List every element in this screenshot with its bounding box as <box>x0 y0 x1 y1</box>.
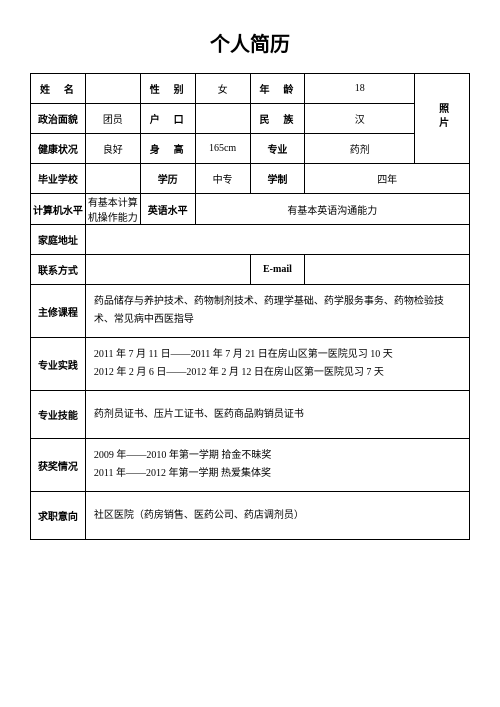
row-awards: 获奖情况 2009 年——2010 年第一学期 拾金不昧奖2011 年——201… <box>31 439 470 492</box>
label-height: 身 高 <box>140 134 195 164</box>
row-address: 家庭地址 <box>31 225 470 255</box>
val-politics: 团员 <box>85 104 140 134</box>
label-computer: 计算机水平 <box>31 194 86 225</box>
val-height: 165cm <box>195 134 250 164</box>
resume-table: 姓 名 性 别 女 年 龄 18 照片 政治面貌 团员 户 口 民 族 汉 健康… <box>30 73 470 540</box>
val-awards: 2009 年——2010 年第一学期 拾金不昧奖2011 年——2012 年第一… <box>85 439 469 492</box>
label-intent: 求职意向 <box>31 492 86 540</box>
val-practice: 2011 年 7 月 11 日——2011 年 7 月 21 日在房山区第一医院… <box>85 338 469 391</box>
label-email: E-mail <box>250 255 305 285</box>
row-skills: 专业技能 药剂员证书、压片工证书、医药商品购销员证书 <box>31 391 470 439</box>
label-skills: 专业技能 <box>31 391 86 439</box>
val-name <box>85 74 140 104</box>
resume-page: 个人简历 姓 名 性 别 女 年 龄 18 照片 政治面貌 团员 户 口 民 族… <box>0 0 500 560</box>
label-age: 年 龄 <box>250 74 305 104</box>
val-address <box>85 225 469 255</box>
label-major: 专业 <box>250 134 305 164</box>
page-title: 个人简历 <box>30 28 470 57</box>
row-basic-2: 政治面貌 团员 户 口 民 族 汉 <box>31 104 470 134</box>
row-contact: 联系方式 E-mail <box>31 255 470 285</box>
label-address: 家庭地址 <box>31 225 86 255</box>
val-hukou <box>195 104 250 134</box>
val-contact <box>85 255 250 285</box>
label-courses: 主修课程 <box>31 285 86 338</box>
val-major: 药剂 <box>305 134 415 164</box>
label-school: 毕业学校 <box>31 164 86 194</box>
label-system: 学制 <box>250 164 305 194</box>
label-name: 姓 名 <box>31 74 86 104</box>
label-english: 英语水平 <box>140 194 195 225</box>
row-courses: 主修课程 药品储存与养护技术、药物制剂技术、药理学基础、药学服务事务、药物检验技… <box>31 285 470 338</box>
row-intent: 求职意向 社区医院（药房销售、医药公司、药店调剂员） <box>31 492 470 540</box>
label-practice: 专业实践 <box>31 338 86 391</box>
val-ethnic: 汉 <box>305 104 415 134</box>
row-computer: 计算机水平 有基本计算机操作能力 英语水平 有基本英语沟通能力 <box>31 194 470 225</box>
val-intent: 社区医院（药房销售、医药公司、药店调剂员） <box>85 492 469 540</box>
row-basic-1: 姓 名 性 别 女 年 龄 18 照片 <box>31 74 470 104</box>
label-contact: 联系方式 <box>31 255 86 285</box>
label-health: 健康状况 <box>31 134 86 164</box>
label-hukou: 户 口 <box>140 104 195 134</box>
val-edu: 中专 <box>195 164 250 194</box>
val-age: 18 <box>305 74 415 104</box>
photo-label: 照片 <box>435 103 450 131</box>
val-health: 良好 <box>85 134 140 164</box>
val-computer: 有基本计算机操作能力 <box>85 194 140 225</box>
row-practice: 专业实践 2011 年 7 月 11 日——2011 年 7 月 21 日在房山… <box>31 338 470 391</box>
val-english: 有基本英语沟通能力 <box>195 194 469 225</box>
val-gender: 女 <box>195 74 250 104</box>
row-school: 毕业学校 学历 中专 学制 四年 <box>31 164 470 194</box>
label-gender: 性 别 <box>140 74 195 104</box>
label-edu: 学历 <box>140 164 195 194</box>
val-courses: 药品储存与养护技术、药物制剂技术、药理学基础、药学服务事务、药物检验技术、常见病… <box>85 285 469 338</box>
val-system: 四年 <box>305 164 470 194</box>
val-school <box>85 164 140 194</box>
label-ethnic: 民 族 <box>250 104 305 134</box>
photo-cell: 照片 <box>415 74 470 164</box>
val-email <box>305 255 470 285</box>
label-politics: 政治面貌 <box>31 104 86 134</box>
val-skills: 药剂员证书、压片工证书、医药商品购销员证书 <box>85 391 469 439</box>
label-awards: 获奖情况 <box>31 439 86 492</box>
row-basic-3: 健康状况 良好 身 高 165cm 专业 药剂 <box>31 134 470 164</box>
